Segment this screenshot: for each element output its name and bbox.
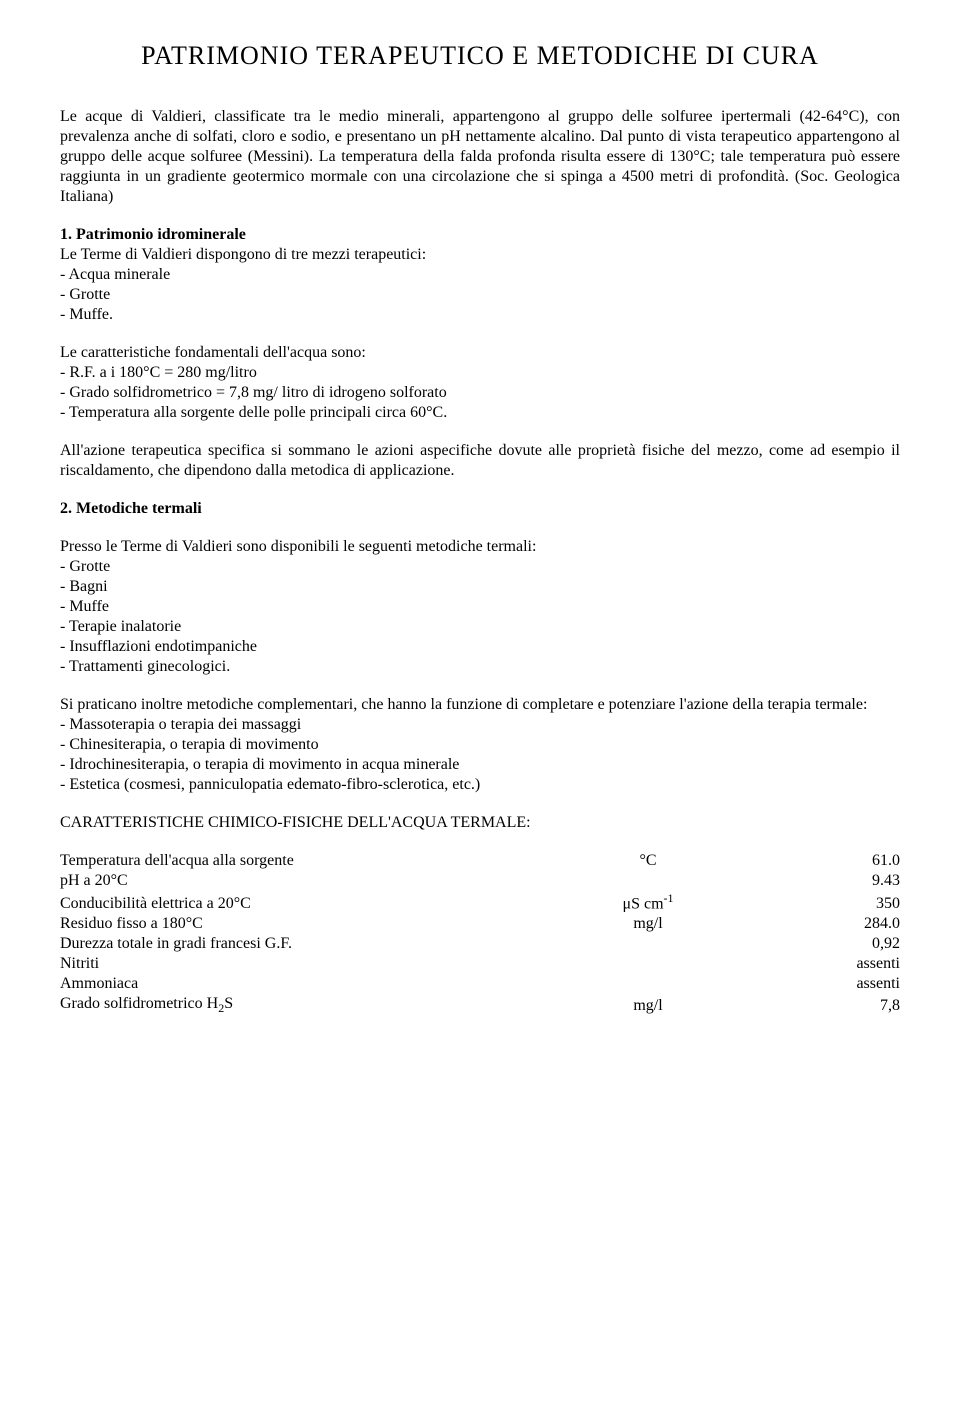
row-value: 0,92 bbox=[732, 934, 900, 954]
list-item: - Grotte bbox=[60, 286, 110, 303]
row-unit: mg/l bbox=[564, 914, 732, 934]
row-value: 7,8 bbox=[732, 994, 900, 1016]
complementary-block: Si praticano inoltre metodiche complemen… bbox=[60, 695, 900, 795]
row-label: Conducibilità elettrica a 20°C bbox=[60, 891, 564, 914]
row-label: Nitriti bbox=[60, 954, 564, 974]
table-row: pH a 20°C 9.43 bbox=[60, 871, 900, 891]
list-item: - Grotte bbox=[60, 558, 110, 575]
list-item: - Estetica (cosmesi, panniculopatia edem… bbox=[60, 776, 480, 793]
row-unit bbox=[564, 934, 732, 954]
row-label: Durezza totale in gradi francesi G.F. bbox=[60, 934, 564, 954]
water-characteristics: Le caratteristiche fondamentali dell'acq… bbox=[60, 343, 900, 423]
complementary-lead: Si praticano inoltre metodiche complemen… bbox=[60, 695, 900, 715]
section-2-heading-block: 2. Metodiche termali bbox=[60, 499, 900, 519]
list-item: - Trattamenti ginecologici. bbox=[60, 658, 230, 675]
row-label: pH a 20°C bbox=[60, 871, 564, 891]
table-row: Nitriti assenti bbox=[60, 954, 900, 974]
row-unit: °C bbox=[564, 851, 732, 871]
row-value: assenti bbox=[732, 974, 900, 994]
list-item: - Terapie inalatorie bbox=[60, 618, 181, 635]
list-item: - Grado solfidrometrico = 7,8 mg/ litro … bbox=[60, 384, 447, 401]
row-label: Ammoniaca bbox=[60, 974, 564, 994]
table-row: Durezza totale in gradi francesi G.F. 0,9… bbox=[60, 934, 900, 954]
list-item: - Temperatura alla sorgente delle polle … bbox=[60, 404, 447, 421]
row-value: 61.0 bbox=[732, 851, 900, 871]
intro-paragraph: Le acque di Valdieri, classificate tra l… bbox=[60, 107, 900, 207]
section-1: 1. Patrimonio idrominerale Le Terme di V… bbox=[60, 225, 900, 325]
list-item: - Massoterapia o terapia dei massaggi bbox=[60, 716, 301, 733]
row-value: 284.0 bbox=[732, 914, 900, 934]
row-value: 350 bbox=[732, 891, 900, 914]
list-item: - Acqua minerale bbox=[60, 266, 170, 283]
row-unit: mg/l bbox=[564, 994, 732, 1016]
section-2-list: Presso le Terme di Valdieri sono disponi… bbox=[60, 537, 900, 677]
table-row: Grado solfidrometrico H2Smg/l7,8 bbox=[60, 994, 900, 1016]
table-row: Temperatura dell'acqua alla sorgente°C61… bbox=[60, 851, 900, 871]
list-item: - Chinesiterapia, o terapia di movimento bbox=[60, 736, 319, 753]
list-item: - Idrochinesiterapia, o terapia di movim… bbox=[60, 756, 459, 773]
table-row: Ammoniaca assenti bbox=[60, 974, 900, 994]
list-item: - Bagni bbox=[60, 578, 108, 595]
table-heading: CARATTERISTICHE CHIMICO-FISICHE DELL'ACQ… bbox=[60, 813, 900, 833]
row-label: Grado solfidrometrico H2S bbox=[60, 994, 564, 1016]
list-item: - Insufflazioni endotimpaniche bbox=[60, 638, 257, 655]
row-value: assenti bbox=[732, 954, 900, 974]
row-unit bbox=[564, 871, 732, 891]
section-2-lead: Presso le Terme di Valdieri sono disponi… bbox=[60, 538, 536, 555]
row-label: Residuo fisso a 180°C bbox=[60, 914, 564, 934]
list-item: - Muffe bbox=[60, 598, 109, 615]
list-item: - R.F. a i 180°C = 280 mg/litro bbox=[60, 364, 257, 381]
row-unit bbox=[564, 954, 732, 974]
section-2-heading: 2. Metodiche termali bbox=[60, 500, 202, 517]
row-label: Temperatura dell'acqua alla sorgente bbox=[60, 851, 564, 871]
row-value: 9.43 bbox=[732, 871, 900, 891]
action-paragraph: All'azione terapeutica specifica si somm… bbox=[60, 441, 900, 481]
table-row: Residuo fisso a 180°Cmg/l284.0 bbox=[60, 914, 900, 934]
section-1-lead: Le Terme di Valdieri dispongono di tre m… bbox=[60, 246, 426, 263]
list-item: - Muffe. bbox=[60, 306, 113, 323]
water-lead: Le caratteristiche fondamentali dell'acq… bbox=[60, 344, 366, 361]
page-title: PATRIMONIO TERAPEUTICO E METODICHE DI CU… bbox=[60, 40, 900, 73]
row-unit bbox=[564, 974, 732, 994]
table-row: Conducibilità elettrica a 20°CμS cm-1350 bbox=[60, 891, 900, 914]
row-unit: μS cm-1 bbox=[564, 891, 732, 914]
section-1-heading: 1. Patrimonio idrominerale bbox=[60, 226, 246, 243]
chemical-table: Temperatura dell'acqua alla sorgente°C61… bbox=[60, 851, 900, 1017]
